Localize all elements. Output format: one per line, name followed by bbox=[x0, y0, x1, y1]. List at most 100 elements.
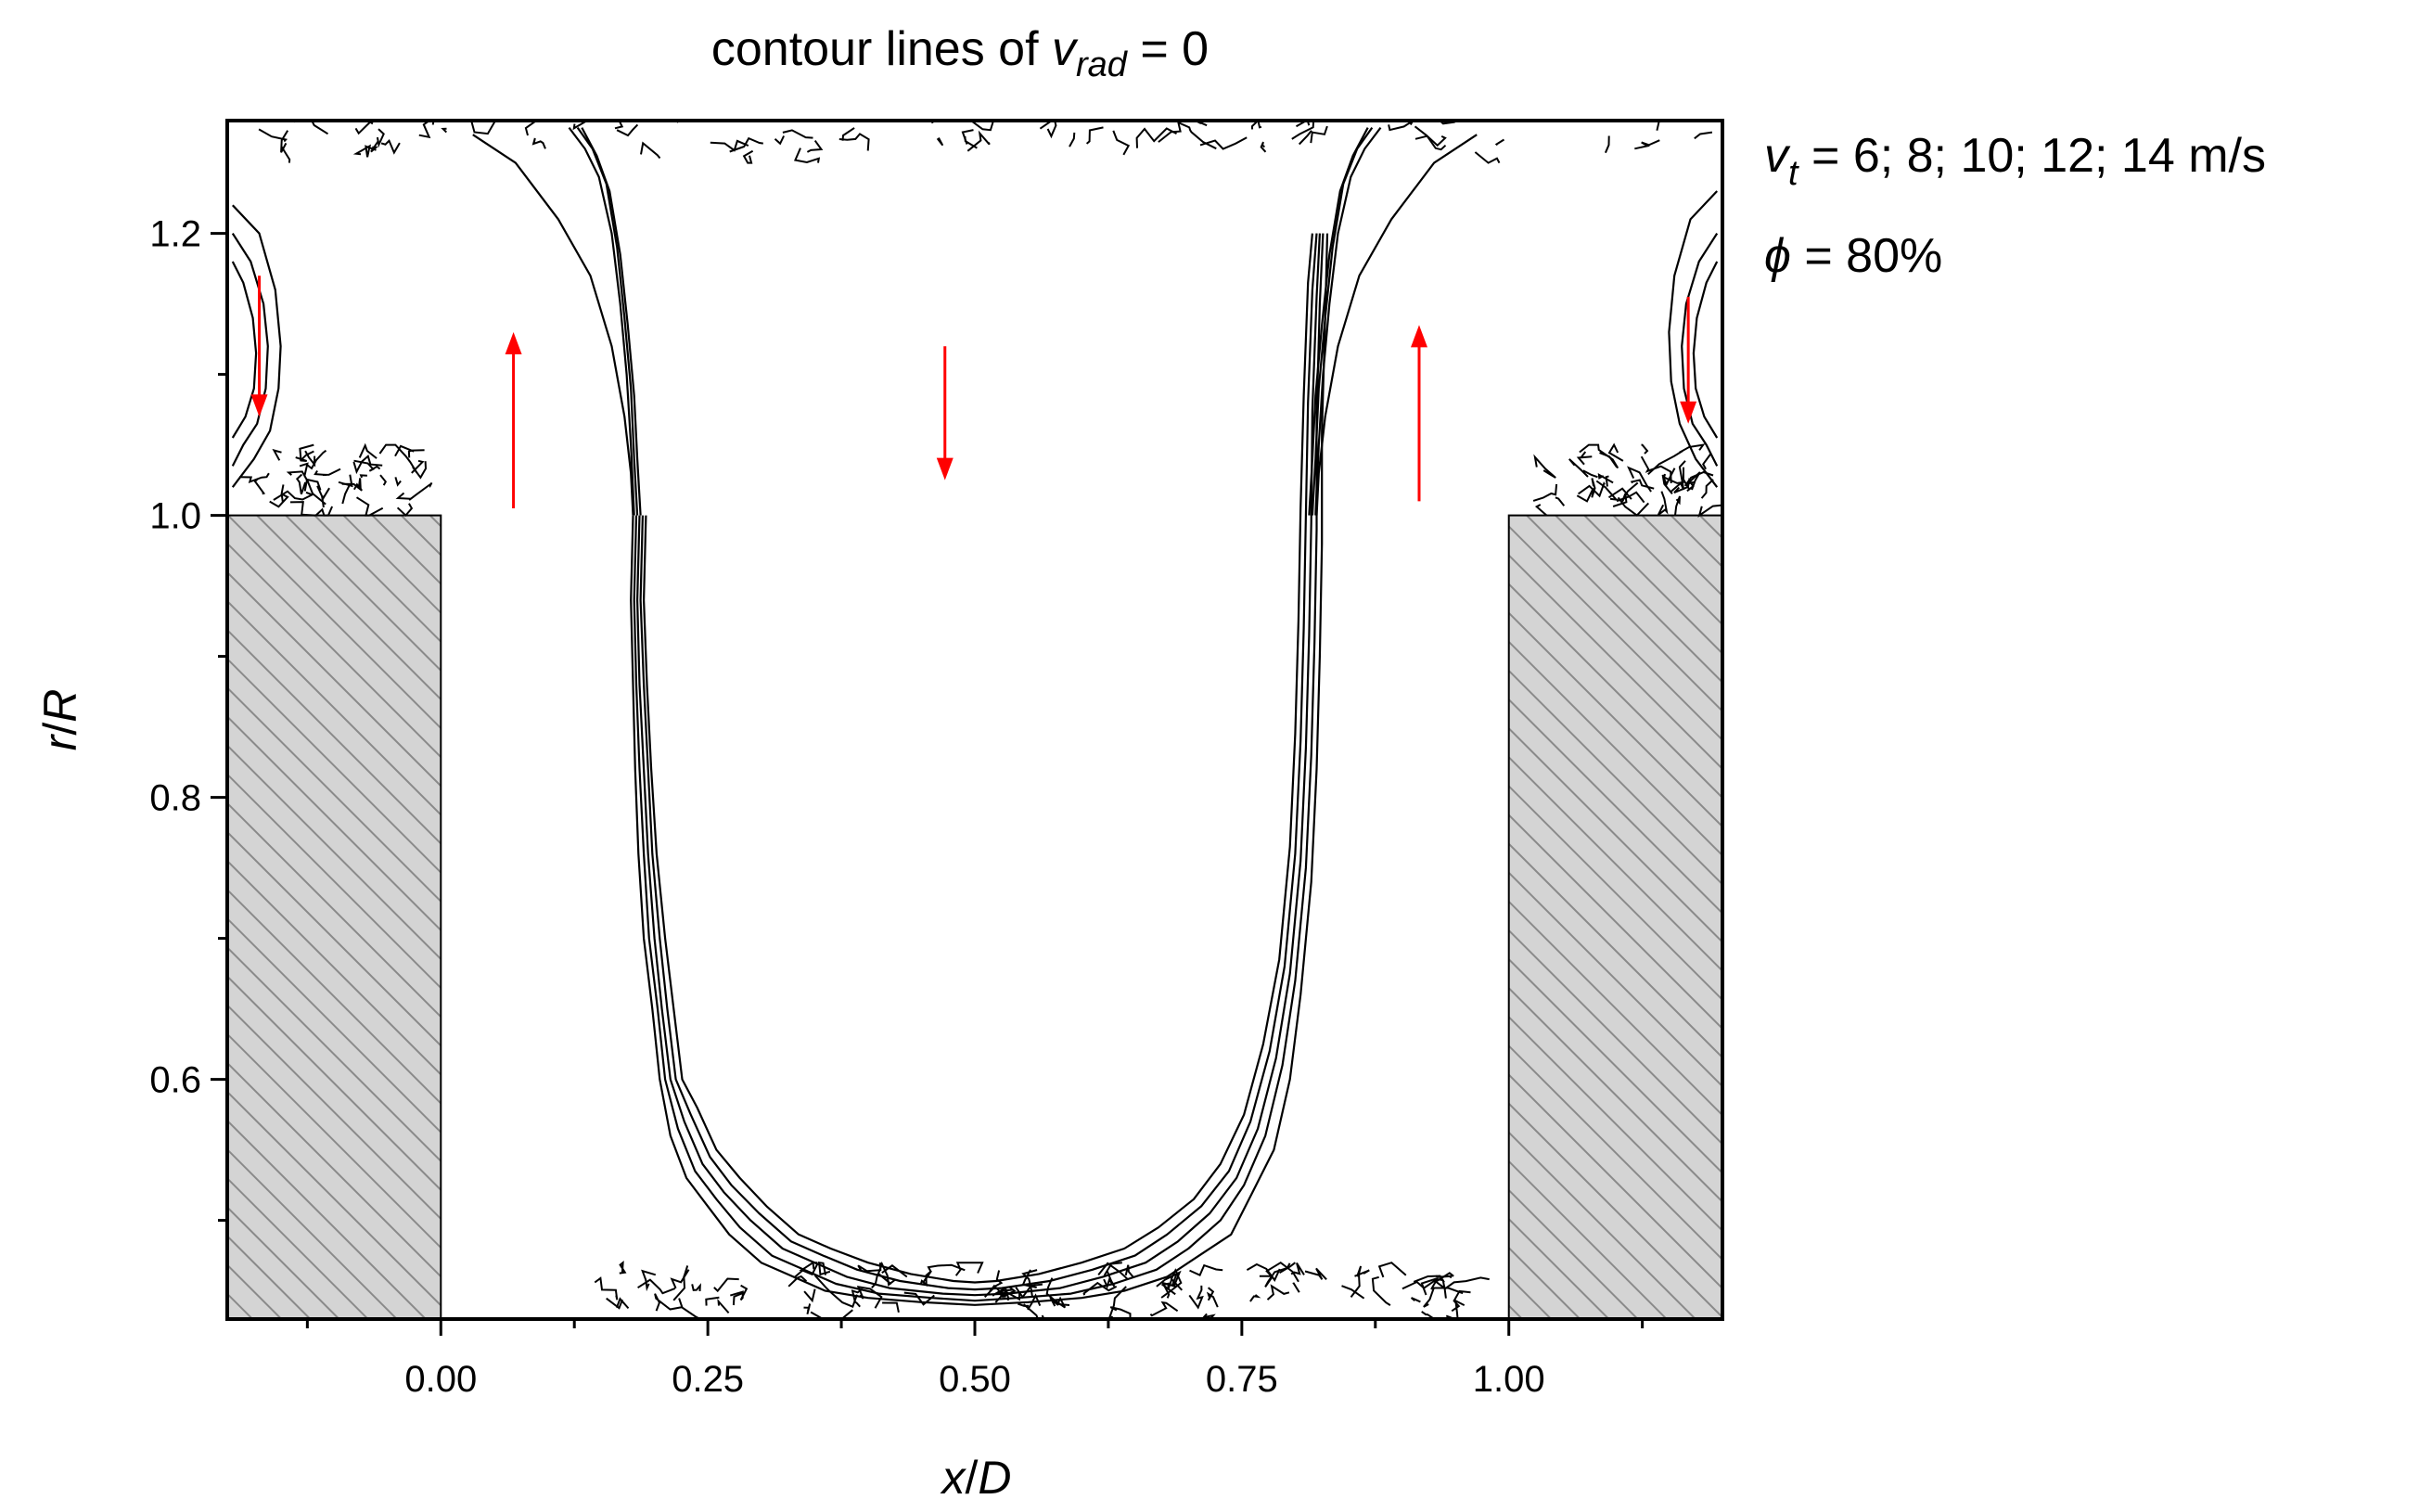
contour-noise-bottom bbox=[1160, 1281, 1176, 1299]
contour-noise-top bbox=[293, 121, 329, 135]
contour-noise-bottom bbox=[1266, 1284, 1290, 1301]
contour-noise-left-ledge bbox=[394, 477, 402, 487]
y-axis-title: r/R bbox=[34, 689, 86, 751]
contour-noise-top bbox=[970, 121, 995, 132]
contour-noise-bottom bbox=[881, 1264, 908, 1278]
contour-noise-top bbox=[1112, 130, 1131, 156]
contour-noise-bottom bbox=[997, 1286, 1017, 1299]
contour-noise-right-ledge bbox=[1534, 504, 1548, 517]
contour-noise-bottom bbox=[919, 1270, 932, 1288]
contour-noise-bottom bbox=[670, 1265, 690, 1289]
contour-noise-left-ledge bbox=[253, 478, 266, 495]
contour-noise-right-ledge bbox=[1532, 483, 1558, 502]
contour-noise-bottom bbox=[1160, 1268, 1184, 1299]
contour-upper-left-2 bbox=[576, 126, 639, 516]
contour-noise-top bbox=[1474, 151, 1501, 164]
contour-noise-top bbox=[742, 149, 754, 164]
contour-noise-bottom bbox=[1249, 1294, 1261, 1302]
contour-noise-bottom bbox=[1259, 1261, 1299, 1283]
contour-noise-top bbox=[1085, 126, 1104, 145]
contour-noise-bottom bbox=[619, 1261, 627, 1275]
plot-frame bbox=[225, 119, 1724, 1321]
contour-noise-right-ledge bbox=[1607, 487, 1632, 500]
x-axis-title: x/D bbox=[940, 1452, 1011, 1504]
y-tick-label: 1.0 bbox=[149, 496, 201, 537]
contour-noise-top bbox=[1310, 125, 1328, 144]
contour-noise-right-ledge bbox=[1555, 496, 1566, 506]
contour-noise-right-ledge bbox=[1580, 451, 1587, 457]
flow-arrow-head bbox=[250, 394, 268, 417]
contour-series-3 bbox=[639, 233, 1318, 1291]
contour-noise-bottom bbox=[1436, 1272, 1454, 1283]
contour-series-0 bbox=[630, 233, 1329, 1306]
contour-noise-bottom bbox=[1410, 1297, 1421, 1303]
contour-noise-bottom bbox=[1097, 1262, 1129, 1280]
contour-series-2 bbox=[635, 233, 1321, 1297]
contour-corner-right-3 bbox=[1668, 190, 1719, 488]
contour-upper-right-1 bbox=[1314, 126, 1382, 516]
contour-noise-right-ledge bbox=[1579, 443, 1619, 469]
contour-noise-bottom bbox=[672, 1275, 686, 1301]
contour-corner-right-5 bbox=[1692, 261, 1719, 439]
contour-noise-right-ledge bbox=[1700, 479, 1714, 499]
contour-noise-right-ledge bbox=[1684, 471, 1701, 491]
contour-upper-left-0 bbox=[472, 134, 634, 516]
contour-noise-bottom bbox=[1451, 1289, 1471, 1313]
contour-noise-bottom bbox=[810, 1309, 853, 1319]
contour-noise-right-ledge bbox=[1679, 443, 1706, 454]
contour-noise-top bbox=[793, 147, 821, 164]
contour-noise-left-ledge bbox=[359, 474, 367, 479]
contour-noise-top bbox=[1069, 132, 1076, 147]
contour-noise-top bbox=[614, 121, 624, 130]
contour-noise-bottom bbox=[877, 1261, 896, 1287]
contour-noise-top bbox=[1494, 138, 1505, 147]
contour-noise-bottom bbox=[1423, 1287, 1464, 1308]
contour-noise-top bbox=[1604, 135, 1610, 154]
contour-noise-bottom bbox=[1045, 1277, 1070, 1306]
contour-noise-bottom bbox=[992, 1286, 1010, 1301]
contour-noise-top bbox=[774, 135, 786, 146]
contour-noise-right-ledge bbox=[1630, 479, 1655, 490]
contour-noise-right-ledge bbox=[1670, 460, 1686, 493]
flow-arrow-up bbox=[1410, 325, 1427, 502]
contour-noise-right-ledge bbox=[1641, 443, 1649, 455]
flow-arrow-up bbox=[505, 332, 522, 508]
contour-noise-bottom bbox=[983, 1270, 1004, 1298]
contour-noise-right-ledge bbox=[1605, 475, 1609, 487]
contour-noise-top bbox=[1199, 136, 1248, 150]
contour-noise-top bbox=[782, 129, 813, 139]
contour-noise-top bbox=[936, 137, 944, 147]
contour-noise-bottom bbox=[615, 1297, 630, 1310]
contour-noise-bottom bbox=[817, 1262, 831, 1276]
fill-annotation: ϕ = 80% bbox=[1764, 229, 1942, 283]
contour-noise-bottom bbox=[882, 1301, 900, 1313]
contour-noise-bottom bbox=[787, 1275, 808, 1288]
contour-noise-bottom bbox=[1082, 1281, 1118, 1296]
contour-noise-top bbox=[1296, 121, 1311, 128]
speed-annotation: vt = 6; 8; 10; 12; 14 m/s bbox=[1764, 129, 2266, 193]
contour-noise-bottom bbox=[1292, 1282, 1300, 1293]
x-axis: 0.00 0.25 0.50 0.75 1.00 bbox=[305, 1319, 1645, 1400]
contour-noise-left-ledge bbox=[289, 501, 315, 517]
contour-noise-right-ledge bbox=[1662, 473, 1684, 484]
contour-noise-left-ledge bbox=[273, 490, 314, 501]
contour-noise-bottom bbox=[803, 1288, 816, 1303]
x-tick-label: 0.50 bbox=[939, 1359, 1011, 1400]
contour-noise-bottom bbox=[1371, 1275, 1391, 1306]
contour-noise-left-ledge bbox=[304, 450, 316, 468]
flow-arrow-down bbox=[936, 346, 954, 481]
contour-noise-top bbox=[1414, 125, 1447, 147]
contour-noise-left-ledge bbox=[316, 485, 325, 508]
contour-noise-bottom bbox=[594, 1276, 619, 1301]
y-tick-label: 0.6 bbox=[149, 1060, 201, 1101]
contour-noise-left-ledge bbox=[352, 455, 383, 475]
contour-noise-left-ledge bbox=[305, 449, 327, 470]
contour-noise-left-ledge bbox=[286, 470, 326, 506]
contour-noise-top bbox=[1178, 122, 1217, 150]
contour-noise-bottom bbox=[1103, 1271, 1116, 1289]
contour-noise-bottom bbox=[813, 1275, 858, 1309]
contour-noise-top bbox=[1291, 121, 1315, 140]
flow-arrows bbox=[250, 275, 1697, 508]
contour-noise-top bbox=[710, 139, 749, 152]
contour-noise-bottom bbox=[1206, 1291, 1219, 1308]
